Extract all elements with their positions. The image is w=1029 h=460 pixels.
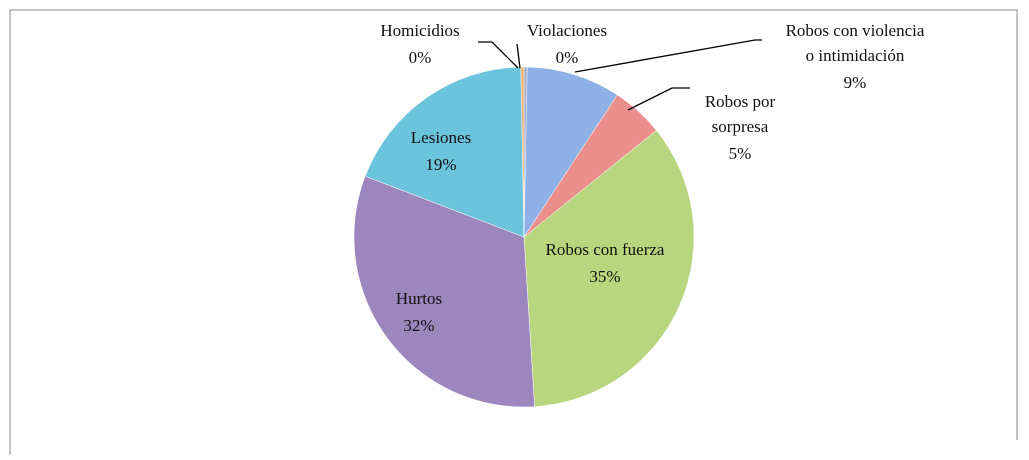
slice-value-label: 19% bbox=[425, 155, 456, 174]
slice-label: Lesiones bbox=[411, 128, 471, 147]
slice-label: Robos con violencia o intimidación bbox=[786, 21, 925, 65]
pie-slice bbox=[353, 175, 535, 408]
slice-value-label: 35% bbox=[589, 267, 620, 286]
slice-label: Violaciones bbox=[527, 21, 607, 40]
pie-slice bbox=[364, 66, 525, 238]
chart-border bbox=[9, 9, 1018, 455]
slice-label: Hurtos bbox=[396, 289, 442, 308]
pie-slice bbox=[523, 130, 695, 407]
leader-line bbox=[627, 87, 690, 111]
pie-slice bbox=[523, 66, 618, 238]
slice-label: Robos por sorpresa bbox=[705, 92, 776, 136]
slice-label: Robos con fuerza bbox=[546, 240, 665, 259]
slice-value-label: 32% bbox=[403, 316, 434, 335]
pie-slice bbox=[520, 66, 525, 238]
slice-value-label: 0% bbox=[409, 48, 432, 67]
leader-line bbox=[574, 39, 762, 73]
slice-value-label: 5% bbox=[729, 144, 752, 163]
leader-line bbox=[478, 41, 519, 69]
slice-value-label: 9% bbox=[844, 73, 867, 92]
slice-value-label: 0% bbox=[556, 48, 579, 67]
slice-label: Homicidios bbox=[380, 21, 459, 40]
leader-line bbox=[516, 43, 521, 69]
